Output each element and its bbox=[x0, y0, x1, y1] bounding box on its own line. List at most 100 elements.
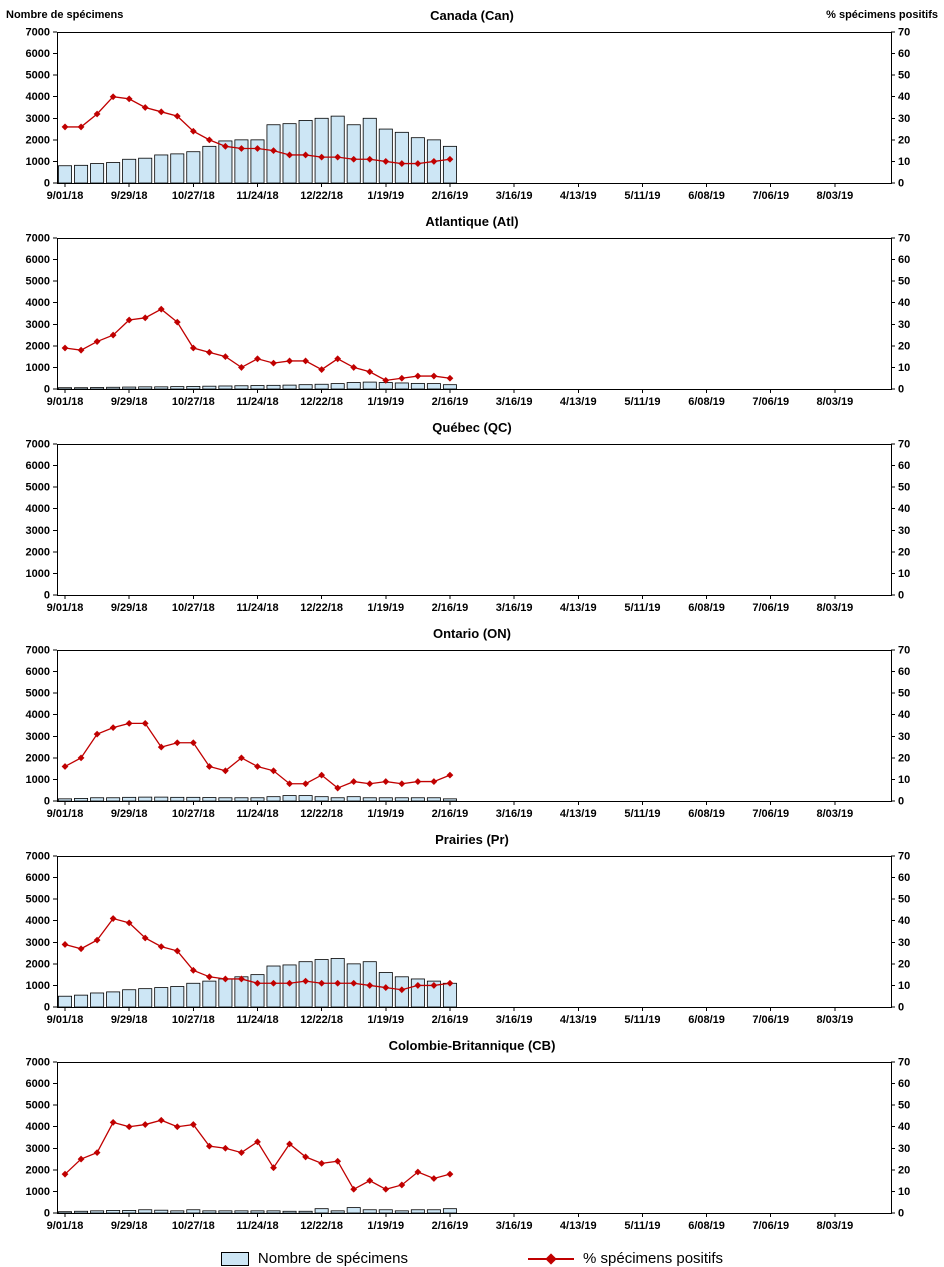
svg-text:30: 30 bbox=[898, 1143, 910, 1155]
svg-text:2/16/19: 2/16/19 bbox=[432, 808, 469, 820]
chart-title-prairies: Prairies (Pr) bbox=[435, 831, 509, 847]
svg-text:1/19/19: 1/19/19 bbox=[367, 190, 404, 202]
svg-text:6/08/19: 6/08/19 bbox=[688, 396, 725, 408]
svg-text:3000: 3000 bbox=[26, 319, 50, 331]
svg-text:50: 50 bbox=[898, 894, 910, 906]
svg-text:30: 30 bbox=[898, 113, 910, 125]
svg-text:60: 60 bbox=[898, 1078, 910, 1090]
svg-text:5000: 5000 bbox=[26, 894, 50, 906]
svg-text:10: 10 bbox=[898, 980, 910, 992]
svg-text:2000: 2000 bbox=[26, 134, 50, 146]
title-row-quebec: Québec (QC) bbox=[0, 416, 944, 438]
svg-text:11/24/18: 11/24/18 bbox=[236, 602, 278, 614]
svg-text:8/03/19: 8/03/19 bbox=[817, 1014, 854, 1026]
svg-text:20: 20 bbox=[898, 340, 910, 352]
svg-text:6/08/19: 6/08/19 bbox=[688, 602, 725, 614]
chart-ontario: 0 1000 2000 3000 4000 5000 6000 7000 0 10 20 30 40 50… bbox=[0, 644, 944, 828]
svg-text:4/13/19: 4/13/19 bbox=[560, 396, 597, 408]
svg-text:2/16/19: 2/16/19 bbox=[432, 1220, 469, 1232]
svg-text:10: 10 bbox=[898, 774, 910, 786]
svg-text:50: 50 bbox=[898, 276, 910, 288]
bar-swatch-icon bbox=[220, 1251, 249, 1266]
svg-text:50: 50 bbox=[898, 70, 910, 82]
svg-text:20: 20 bbox=[898, 546, 910, 558]
svg-text:70: 70 bbox=[898, 439, 910, 451]
svg-text:1/19/19: 1/19/19 bbox=[367, 1014, 404, 1026]
svg-text:0: 0 bbox=[44, 1002, 50, 1014]
svg-text:60: 60 bbox=[898, 254, 910, 266]
svg-text:60: 60 bbox=[898, 666, 910, 678]
left-axis-title: Nombre de spécimens bbox=[6, 9, 124, 21]
svg-text:10: 10 bbox=[898, 362, 910, 374]
svg-text:9/01/18: 9/01/18 bbox=[47, 602, 84, 614]
chart-quebec: 0 1000 2000 3000 4000 5000 6000 7000 0 10 20 30 40 50… bbox=[0, 438, 944, 622]
svg-text:2/16/19: 2/16/19 bbox=[432, 396, 469, 408]
svg-text:5/11/19: 5/11/19 bbox=[624, 808, 660, 820]
svg-text:1/19/19: 1/19/19 bbox=[367, 396, 404, 408]
chart-prairies: 0 1000 2000 3000 4000 5000 6000 7000 0 10 20 30 40 50… bbox=[0, 850, 944, 1034]
svg-text:50: 50 bbox=[898, 482, 910, 494]
svg-text:2/16/19: 2/16/19 bbox=[432, 602, 469, 614]
svg-text:10: 10 bbox=[898, 156, 910, 168]
chart-colombie-britannique: 0 1000 2000 3000 4000 5000 6000 7000 0 10 20 30 40 50… bbox=[0, 1056, 944, 1240]
svg-text:6000: 6000 bbox=[26, 48, 50, 60]
svg-text:2000: 2000 bbox=[26, 340, 50, 352]
svg-text:4000: 4000 bbox=[26, 915, 50, 927]
svg-text:5000: 5000 bbox=[26, 276, 50, 288]
svg-text:4/13/19: 4/13/19 bbox=[560, 808, 597, 820]
svg-text:12/22/18: 12/22/18 bbox=[300, 1014, 343, 1026]
svg-text:0: 0 bbox=[898, 384, 904, 396]
svg-text:10/27/18: 10/27/18 bbox=[172, 190, 215, 202]
svg-text:30: 30 bbox=[898, 731, 910, 743]
svg-text:2000: 2000 bbox=[26, 958, 50, 970]
svg-text:1000: 1000 bbox=[26, 362, 50, 374]
svg-text:10/27/18: 10/27/18 bbox=[172, 1014, 215, 1026]
svg-text:1000: 1000 bbox=[26, 1186, 50, 1198]
svg-text:5000: 5000 bbox=[26, 70, 50, 82]
svg-text:11/24/18: 11/24/18 bbox=[236, 396, 278, 408]
svg-text:3/16/19: 3/16/19 bbox=[496, 1220, 533, 1232]
svg-text:3/16/19: 3/16/19 bbox=[496, 1014, 533, 1026]
svg-text:9/01/18: 9/01/18 bbox=[47, 396, 84, 408]
svg-text:3000: 3000 bbox=[26, 1143, 50, 1155]
svg-text:60: 60 bbox=[898, 460, 910, 472]
legend: Nombre de spécimens % spécimens positifs bbox=[0, 1250, 944, 1267]
svg-text:8/03/19: 8/03/19 bbox=[817, 1220, 854, 1232]
chart-canada: 0 1000 2000 3000 4000 5000 6000 7000 0 10 20 30 40 50… bbox=[0, 26, 944, 210]
svg-text:1/19/19: 1/19/19 bbox=[367, 602, 404, 614]
chart-title-atlantique: Atlantique (Atl) bbox=[425, 213, 519, 229]
svg-text:6/08/19: 6/08/19 bbox=[688, 1220, 725, 1232]
svg-text:9/29/18: 9/29/18 bbox=[111, 190, 148, 202]
svg-text:7000: 7000 bbox=[26, 1057, 50, 1069]
svg-text:20: 20 bbox=[898, 752, 910, 764]
svg-text:3000: 3000 bbox=[26, 937, 50, 949]
svg-text:5/11/19: 5/11/19 bbox=[624, 1014, 660, 1026]
svg-text:5000: 5000 bbox=[26, 482, 50, 494]
svg-text:4000: 4000 bbox=[26, 297, 50, 309]
svg-text:7000: 7000 bbox=[26, 851, 50, 863]
svg-text:0: 0 bbox=[898, 1002, 904, 1014]
svg-text:70: 70 bbox=[898, 851, 910, 863]
svg-text:6000: 6000 bbox=[26, 872, 50, 884]
svg-text:7000: 7000 bbox=[26, 233, 50, 245]
title-row-atlantique: Atlantique (Atl) bbox=[0, 210, 944, 232]
legend-line-label: % spécimens positifs bbox=[583, 1250, 724, 1267]
svg-text:0: 0 bbox=[44, 178, 50, 190]
svg-text:12/22/18: 12/22/18 bbox=[300, 396, 343, 408]
svg-text:20: 20 bbox=[898, 958, 910, 970]
svg-text:1000: 1000 bbox=[26, 156, 50, 168]
svg-text:2000: 2000 bbox=[26, 752, 50, 764]
svg-text:3000: 3000 bbox=[26, 525, 50, 537]
svg-text:1000: 1000 bbox=[26, 774, 50, 786]
svg-text:9/29/18: 9/29/18 bbox=[111, 808, 148, 820]
svg-text:8/03/19: 8/03/19 bbox=[817, 190, 854, 202]
svg-text:2/16/19: 2/16/19 bbox=[432, 1014, 469, 1026]
svg-text:5/11/19: 5/11/19 bbox=[624, 1220, 660, 1232]
svg-text:4/13/19: 4/13/19 bbox=[560, 190, 597, 202]
svg-text:9/01/18: 9/01/18 bbox=[47, 808, 84, 820]
svg-text:10/27/18: 10/27/18 bbox=[172, 808, 215, 820]
svg-text:9/01/18: 9/01/18 bbox=[47, 190, 84, 202]
svg-text:40: 40 bbox=[898, 709, 910, 721]
svg-text:40: 40 bbox=[898, 1121, 910, 1133]
